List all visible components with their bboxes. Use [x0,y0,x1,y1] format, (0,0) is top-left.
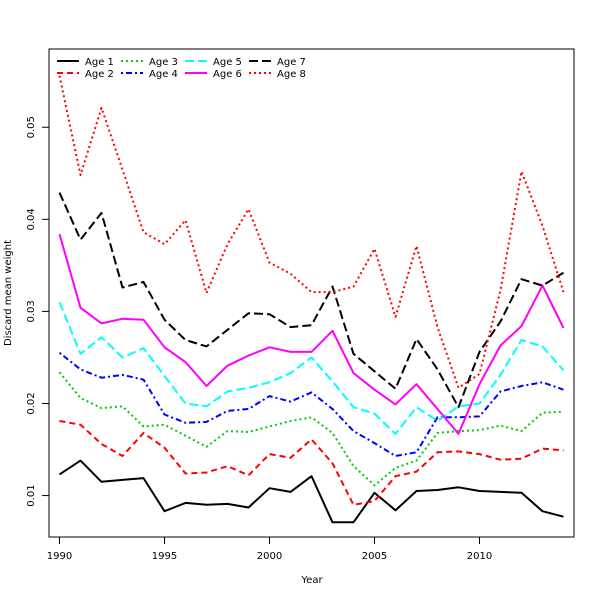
legend-label: Age 8 [277,69,306,80]
legend-label: Age 3 [149,57,178,68]
series-line-6 [58,233,565,435]
series-layer [58,75,565,524]
y-axis: 0.01 0.02 0.03 0.04 0.05 [26,116,49,507]
series-line-1 [58,459,564,524]
legend-label: Age 2 [85,69,114,80]
legend-label: Age 1 [85,57,114,68]
legend-label: Age 7 [277,57,306,68]
series-line-3 [58,371,564,487]
x-tick-label: 2005 [362,551,387,562]
y-tick-label: 0.04 [26,208,37,230]
y-axis-label: Discard mean weight [3,240,14,346]
y-tick-label: 0.01 [26,484,37,506]
x-tick-label: 2010 [467,551,492,562]
y-tick-label: 0.02 [26,392,37,414]
x-axis: 1990 1995 2000 2005 2010 [47,537,492,562]
legend-label: Age 6 [213,69,242,80]
x-tick-label: 1990 [47,551,72,562]
y-tick-label: 0.05 [26,116,37,138]
legend-label: Age 4 [149,69,178,80]
x-tick-label: 2000 [257,551,282,562]
plot-frame [48,48,575,538]
series-line-7 [58,192,565,409]
legend-label: Age 5 [213,57,242,68]
y-tick-label: 0.03 [26,300,37,322]
series-line-5 [58,301,565,435]
x-axis-label: Year [300,575,323,586]
series-line-4 [58,352,564,457]
x-tick-label: 1995 [152,551,177,562]
series-line-2 [59,420,564,506]
